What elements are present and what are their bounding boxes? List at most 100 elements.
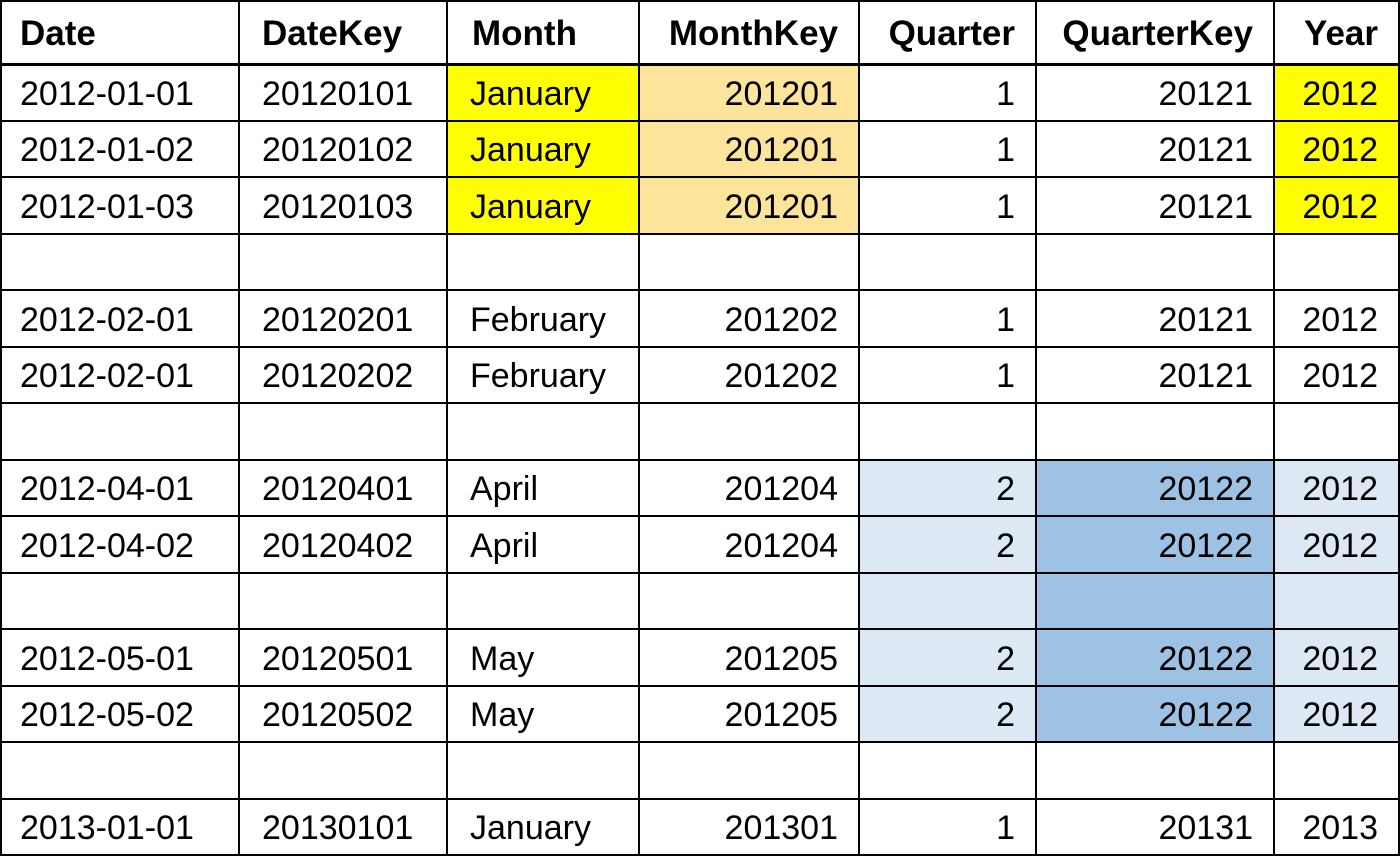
cell-monthkey[interactable]: 201204 — [638, 515, 860, 574]
cell-quarter[interactable] — [858, 571, 1037, 630]
cell-year[interactable] — [1273, 232, 1400, 291]
cell-date[interactable]: 2012-04-01 — [0, 458, 240, 517]
cell-quarter[interactable]: 1 — [858, 119, 1037, 178]
cell-datekey[interactable]: 20120402 — [238, 515, 448, 574]
cell-datekey[interactable] — [238, 571, 448, 630]
cell-year[interactable]: 2012 — [1273, 289, 1400, 348]
cell-datekey[interactable]: 20120202 — [238, 345, 448, 404]
cell-date[interactable] — [0, 741, 240, 800]
cell-monthkey[interactable] — [638, 402, 860, 461]
cell-quarter[interactable] — [858, 741, 1037, 800]
cell-year[interactable]: 2012 — [1273, 458, 1400, 517]
cell-quarterkey[interactable]: 20131 — [1035, 797, 1275, 856]
cell-year[interactable] — [1273, 402, 1400, 461]
cell-year[interactable]: 2012 — [1273, 515, 1400, 574]
cell-datekey[interactable] — [238, 402, 448, 461]
column-header-quarter[interactable]: Quarter — [858, 0, 1037, 66]
column-header-month[interactable]: Month — [446, 0, 640, 66]
cell-date[interactable]: 2012-04-02 — [0, 515, 240, 574]
cell-year[interactable]: 2012 — [1273, 176, 1400, 235]
cell-date[interactable] — [0, 232, 240, 291]
cell-quarter[interactable] — [858, 402, 1037, 461]
cell-monthkey[interactable]: 201201 — [638, 119, 860, 178]
column-header-monthkey[interactable]: MonthKey — [638, 0, 860, 66]
column-header-year[interactable]: Year — [1273, 0, 1400, 66]
cell-quarter[interactable]: 2 — [858, 458, 1037, 517]
cell-date[interactable]: 2012-01-03 — [0, 176, 240, 235]
cell-monthkey[interactable]: 201201 — [638, 176, 860, 235]
cell-quarterkey[interactable] — [1035, 232, 1275, 291]
cell-month[interactable]: January — [446, 63, 640, 122]
cell-quarter[interactable]: 2 — [858, 515, 1037, 574]
cell-monthkey[interactable]: 201204 — [638, 458, 860, 517]
cell-datekey[interactable]: 20130101 — [238, 797, 448, 856]
cell-datekey[interactable]: 20120102 — [238, 119, 448, 178]
cell-year[interactable]: 2012 — [1273, 684, 1400, 743]
cell-quarterkey[interactable] — [1035, 571, 1275, 630]
cell-year[interactable] — [1273, 571, 1400, 630]
cell-monthkey[interactable]: 201205 — [638, 684, 860, 743]
cell-datekey[interactable] — [238, 232, 448, 291]
cell-month[interactable]: May — [446, 628, 640, 687]
cell-quarterkey[interactable] — [1035, 741, 1275, 800]
cell-date[interactable] — [0, 571, 240, 630]
cell-quarter[interactable]: 1 — [858, 289, 1037, 348]
cell-month[interactable]: January — [446, 119, 640, 178]
cell-month[interactable] — [446, 402, 640, 461]
cell-monthkey[interactable]: 201202 — [638, 289, 860, 348]
cell-quarter[interactable]: 2 — [858, 628, 1037, 687]
cell-month[interactable] — [446, 232, 640, 291]
cell-quarter[interactable]: 1 — [858, 176, 1037, 235]
cell-year[interactable]: 2013 — [1273, 797, 1400, 856]
cell-datekey[interactable]: 20120103 — [238, 176, 448, 235]
cell-date[interactable] — [0, 402, 240, 461]
column-header-date[interactable]: Date — [0, 0, 240, 66]
cell-date[interactable]: 2012-01-01 — [0, 63, 240, 122]
cell-quarterkey[interactable]: 20121 — [1035, 63, 1275, 122]
cell-quarter[interactable]: 1 — [858, 63, 1037, 122]
cell-quarterkey[interactable] — [1035, 402, 1275, 461]
cell-quarter[interactable] — [858, 232, 1037, 291]
cell-month[interactable]: February — [446, 289, 640, 348]
cell-month[interactable] — [446, 741, 640, 800]
cell-date[interactable]: 2013-01-01 — [0, 797, 240, 856]
cell-datekey[interactable]: 20120501 — [238, 628, 448, 687]
cell-datekey[interactable]: 20120201 — [238, 289, 448, 348]
cell-month[interactable]: January — [446, 176, 640, 235]
cell-month[interactable]: April — [446, 515, 640, 574]
cell-monthkey[interactable]: 201205 — [638, 628, 860, 687]
cell-year[interactable]: 2012 — [1273, 119, 1400, 178]
column-header-quarterkey[interactable]: QuarterKey — [1035, 0, 1275, 66]
cell-monthkey[interactable] — [638, 741, 860, 800]
cell-year[interactable]: 2012 — [1273, 628, 1400, 687]
cell-month[interactable]: April — [446, 458, 640, 517]
cell-monthkey[interactable]: 201202 — [638, 345, 860, 404]
cell-monthkey[interactable] — [638, 232, 860, 291]
cell-quarter[interactable]: 2 — [858, 684, 1037, 743]
column-header-datekey[interactable]: DateKey — [238, 0, 448, 66]
cell-quarterkey[interactable]: 20121 — [1035, 345, 1275, 404]
cell-date[interactable]: 2012-02-01 — [0, 289, 240, 348]
cell-date[interactable]: 2012-05-01 — [0, 628, 240, 687]
cell-datekey[interactable]: 20120401 — [238, 458, 448, 517]
cell-monthkey[interactable]: 201301 — [638, 797, 860, 856]
cell-monthkey[interactable]: 201201 — [638, 63, 860, 122]
cell-month[interactable]: February — [446, 345, 640, 404]
cell-quarterkey[interactable]: 20122 — [1035, 515, 1275, 574]
cell-year[interactable] — [1273, 741, 1400, 800]
cell-date[interactable]: 2012-01-02 — [0, 119, 240, 178]
cell-quarterkey[interactable]: 20122 — [1035, 684, 1275, 743]
cell-month[interactable] — [446, 571, 640, 630]
cell-quarterkey[interactable]: 20121 — [1035, 289, 1275, 348]
cell-datekey[interactable]: 20120502 — [238, 684, 448, 743]
cell-month[interactable]: May — [446, 684, 640, 743]
cell-quarterkey[interactable]: 20121 — [1035, 119, 1275, 178]
cell-date[interactable]: 2012-02-01 — [0, 345, 240, 404]
cell-datekey[interactable]: 20120101 — [238, 63, 448, 122]
cell-date[interactable]: 2012-05-02 — [0, 684, 240, 743]
cell-year[interactable]: 2012 — [1273, 345, 1400, 404]
cell-datekey[interactable] — [238, 741, 448, 800]
cell-quarterkey[interactable]: 20122 — [1035, 628, 1275, 687]
cell-quarter[interactable]: 1 — [858, 345, 1037, 404]
cell-year[interactable]: 2012 — [1273, 63, 1400, 122]
